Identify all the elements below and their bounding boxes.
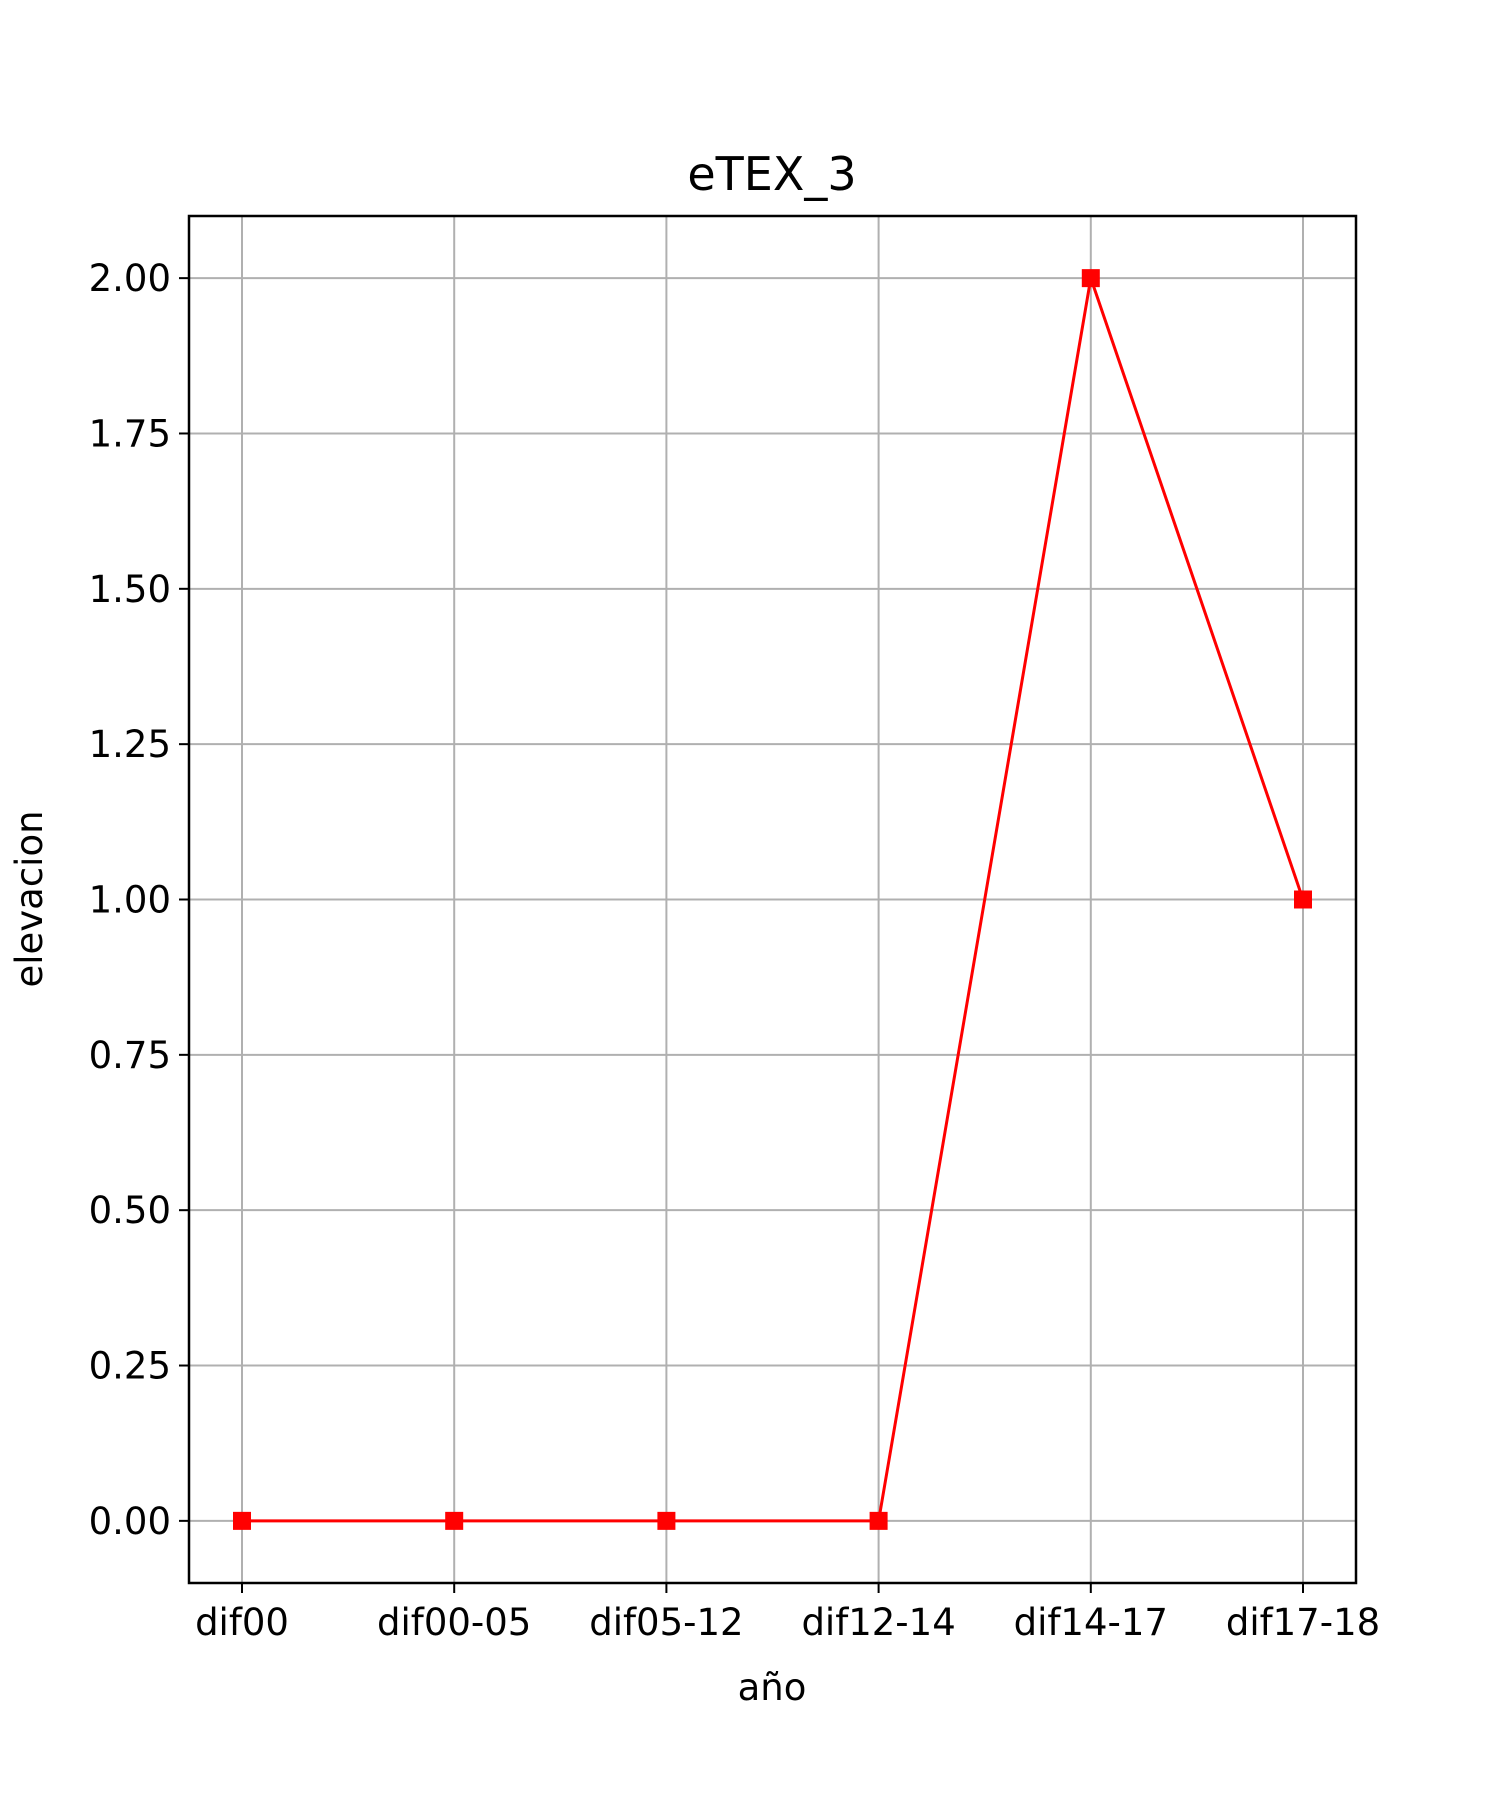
x-axis-label: año [738,1666,807,1709]
data-point-marker [233,1511,251,1530]
x-tick-label: dif14-17 [1014,1601,1168,1644]
y-tick-label: 0.50 [89,1189,171,1232]
data-point-marker [869,1511,888,1530]
y-tick-label: 0.00 [89,1500,171,1543]
data-point-marker [1081,269,1100,288]
y-tick-label: 0.25 [89,1345,171,1388]
y-tick-label: 0.75 [89,1034,171,1077]
data-point-marker [1294,890,1312,909]
x-tick-label: dif17-18 [1226,1601,1380,1644]
x-tick-label: dif05-12 [589,1601,743,1644]
x-tick-label: dif00 [195,1601,289,1644]
y-tick-label: 1.75 [89,412,171,455]
ticks: dif00 dif00-05 dif05-12 dif12-14 dif14-17 dif… [89,257,1381,1644]
x-tick-label: dif12-14 [801,1601,955,1644]
y-tick-label: 2.00 [89,257,171,300]
y-tick-label: 1.50 [89,568,171,611]
y-tick-label: 1.00 [89,879,171,922]
x-tick-label: dif00-05 [377,1601,531,1644]
data-point-marker [445,1511,464,1530]
y-axis-label: elevacion [8,810,51,987]
y-tick-label: 1.25 [89,723,171,766]
series-line [242,277,1305,1523]
series-layer [233,269,1312,1530]
chart-title: eTEX_3 [687,147,856,201]
data-point-marker [657,1511,676,1530]
